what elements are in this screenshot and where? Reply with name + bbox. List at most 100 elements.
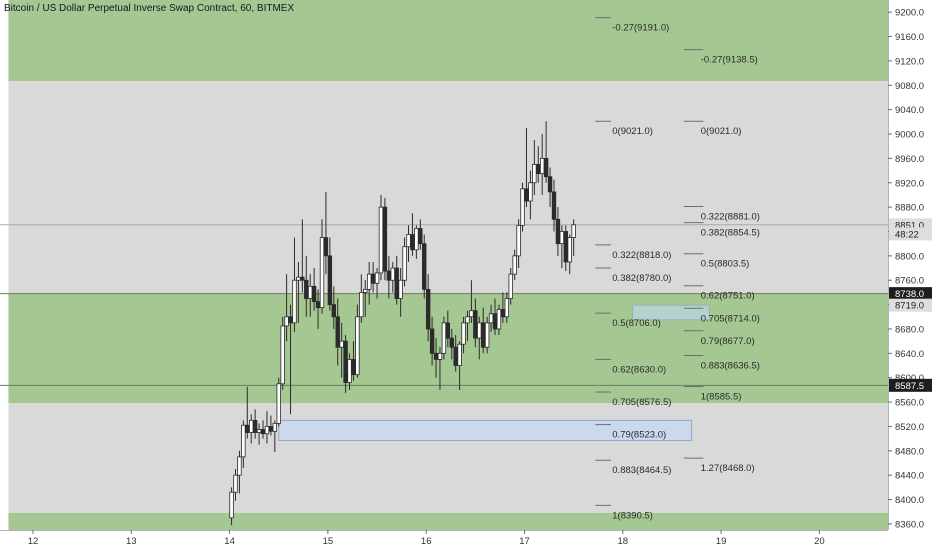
- candle-body-16: [292, 279, 297, 324]
- candle-body-71: [508, 273, 513, 299]
- candle-body-81: [547, 176, 553, 193]
- candle-body-15: [288, 316, 293, 324]
- x-tick-label-1: 13: [126, 536, 137, 547]
- candle-body-83: [555, 218, 561, 245]
- x-tick-label-5: 17: [519, 536, 530, 547]
- candle-body-3: [241, 424, 246, 458]
- fib-left-label-2: 0.322(8818.0): [612, 250, 671, 261]
- candle-body-62: [473, 310, 478, 339]
- x-tick-label-8: 20: [814, 536, 825, 547]
- fib-right-label-2: 0.322(8881.0): [701, 212, 760, 223]
- candle-body-68: [496, 309, 502, 330]
- candle-body-75: [524, 188, 529, 202]
- candle-body-78: [536, 164, 541, 175]
- y-tick-label-8: 8880.0: [895, 203, 924, 214]
- fib-left-label-7: 0.79(8523.0): [612, 430, 666, 441]
- candle-body-52: [433, 352, 439, 360]
- fib-right-label-10: 1.27(8468.0): [701, 463, 755, 474]
- price-label-bg-4: [889, 378, 932, 392]
- y-tick-label-17: 8520.0: [895, 422, 924, 433]
- candle-body-69: [500, 309, 506, 318]
- y-tick-label-19: 8440.0: [895, 471, 924, 482]
- candle-body-66: [488, 313, 494, 324]
- candle-body-2: [237, 456, 242, 476]
- candle-body-25: [327, 255, 333, 305]
- candle-body-23: [319, 237, 325, 309]
- candle-body-13: [280, 325, 285, 385]
- candle-body-20: [308, 285, 313, 299]
- candle-body-10: [268, 426, 274, 432]
- candle-body-86: [567, 237, 572, 263]
- fib-left-label-9: 1(8390.5): [612, 510, 653, 521]
- price-label-bg-1: [889, 227, 932, 241]
- candle-body-84: [559, 231, 565, 245]
- price-label-bg-2: [889, 287, 932, 301]
- candle-body-4: [245, 424, 250, 433]
- fib-right-label-0: -0.27(9138.5): [701, 55, 758, 66]
- fib-right-label-7: 0.79(8677.0): [701, 336, 755, 347]
- price-label-3: 8719.0: [895, 301, 924, 312]
- candle-body-64: [481, 322, 486, 348]
- price-label-1: 48:22: [895, 229, 919, 240]
- x-tick-label-4: 16: [421, 536, 432, 547]
- fib-right-label-5: 0.62(8751.0): [701, 291, 755, 302]
- candle-body-22: [315, 301, 321, 309]
- candle-body-28: [339, 340, 344, 348]
- candle-body-45: [406, 234, 411, 248]
- candle-body-34: [363, 288, 368, 293]
- candle-body-51: [429, 328, 435, 354]
- zone-0: [8, 0, 889, 82]
- candle-body-72: [512, 255, 517, 275]
- candle-body-70: [504, 298, 510, 318]
- zone-5: [8, 512, 889, 530]
- candle-body-39: [382, 206, 388, 272]
- fib-right-label-3: 0.382(8854.5): [701, 228, 760, 239]
- candle-body-27: [335, 316, 340, 348]
- fib-left-label-3: 0.382(8780.0): [612, 273, 671, 284]
- candle-body-40: [386, 270, 392, 281]
- candle-body-49: [422, 243, 427, 290]
- time-axis-background: [0, 530, 888, 550]
- candle-body-47: [414, 228, 419, 251]
- x-tick-label-0: 12: [28, 536, 39, 547]
- candle-body-24: [323, 237, 329, 257]
- y-tick-label-21: 8360.0: [895, 519, 924, 530]
- candle-body-44: [402, 246, 407, 281]
- fib-right-label-1: 0(9021.0): [701, 126, 742, 137]
- chart-title: Bitcoin / US Dollar Perpetual Inverse Sw…: [4, 3, 295, 14]
- candle-body-21: [311, 285, 317, 302]
- zone-3: [8, 385, 889, 404]
- y-tick-label-7: 8920.0: [895, 178, 924, 189]
- fib-right-label-8: 0.883(8636.5): [701, 360, 760, 371]
- y-tick-label-4: 9040.0: [895, 105, 924, 116]
- y-tick-label-5: 9000.0: [895, 130, 924, 141]
- candle-body-80: [543, 157, 549, 178]
- fib-left-label-0: -0.27(9191.0): [612, 23, 669, 34]
- candle-body-37: [374, 272, 380, 284]
- fib-left-label-4: 0.5(8706.0): [612, 318, 661, 329]
- fib-right-label-9: 1(8585.5): [701, 392, 742, 403]
- y-tick-label-13: 8680.0: [895, 324, 924, 335]
- y-tick-label-0: 9200.0: [895, 8, 924, 19]
- candle-body-19: [304, 279, 309, 299]
- candle-body-6: [252, 419, 258, 433]
- candle-body-35: [366, 273, 372, 290]
- y-tick-label-3: 9080.0: [895, 81, 924, 92]
- candle-body-14: [284, 316, 289, 327]
- y-tick-label-1: 9160.0: [895, 32, 924, 43]
- candle-body-85: [563, 231, 568, 263]
- candle-body-46: [410, 234, 415, 251]
- fib-left-label-8: 0.883(8464.5): [612, 465, 671, 476]
- price-label-4: 8587.5: [895, 381, 924, 392]
- y-tick-label-2: 9120.0: [895, 56, 924, 67]
- candle-body-43: [398, 279, 403, 299]
- candle-body-31: [351, 359, 356, 376]
- candle-body-73: [516, 225, 521, 257]
- candle-body-38: [378, 206, 384, 274]
- price-label-2: 8738.0: [895, 289, 924, 300]
- candle-body-82: [551, 191, 557, 220]
- candle-body-33: [359, 292, 364, 318]
- y-tick-label-20: 8400.0: [895, 495, 924, 506]
